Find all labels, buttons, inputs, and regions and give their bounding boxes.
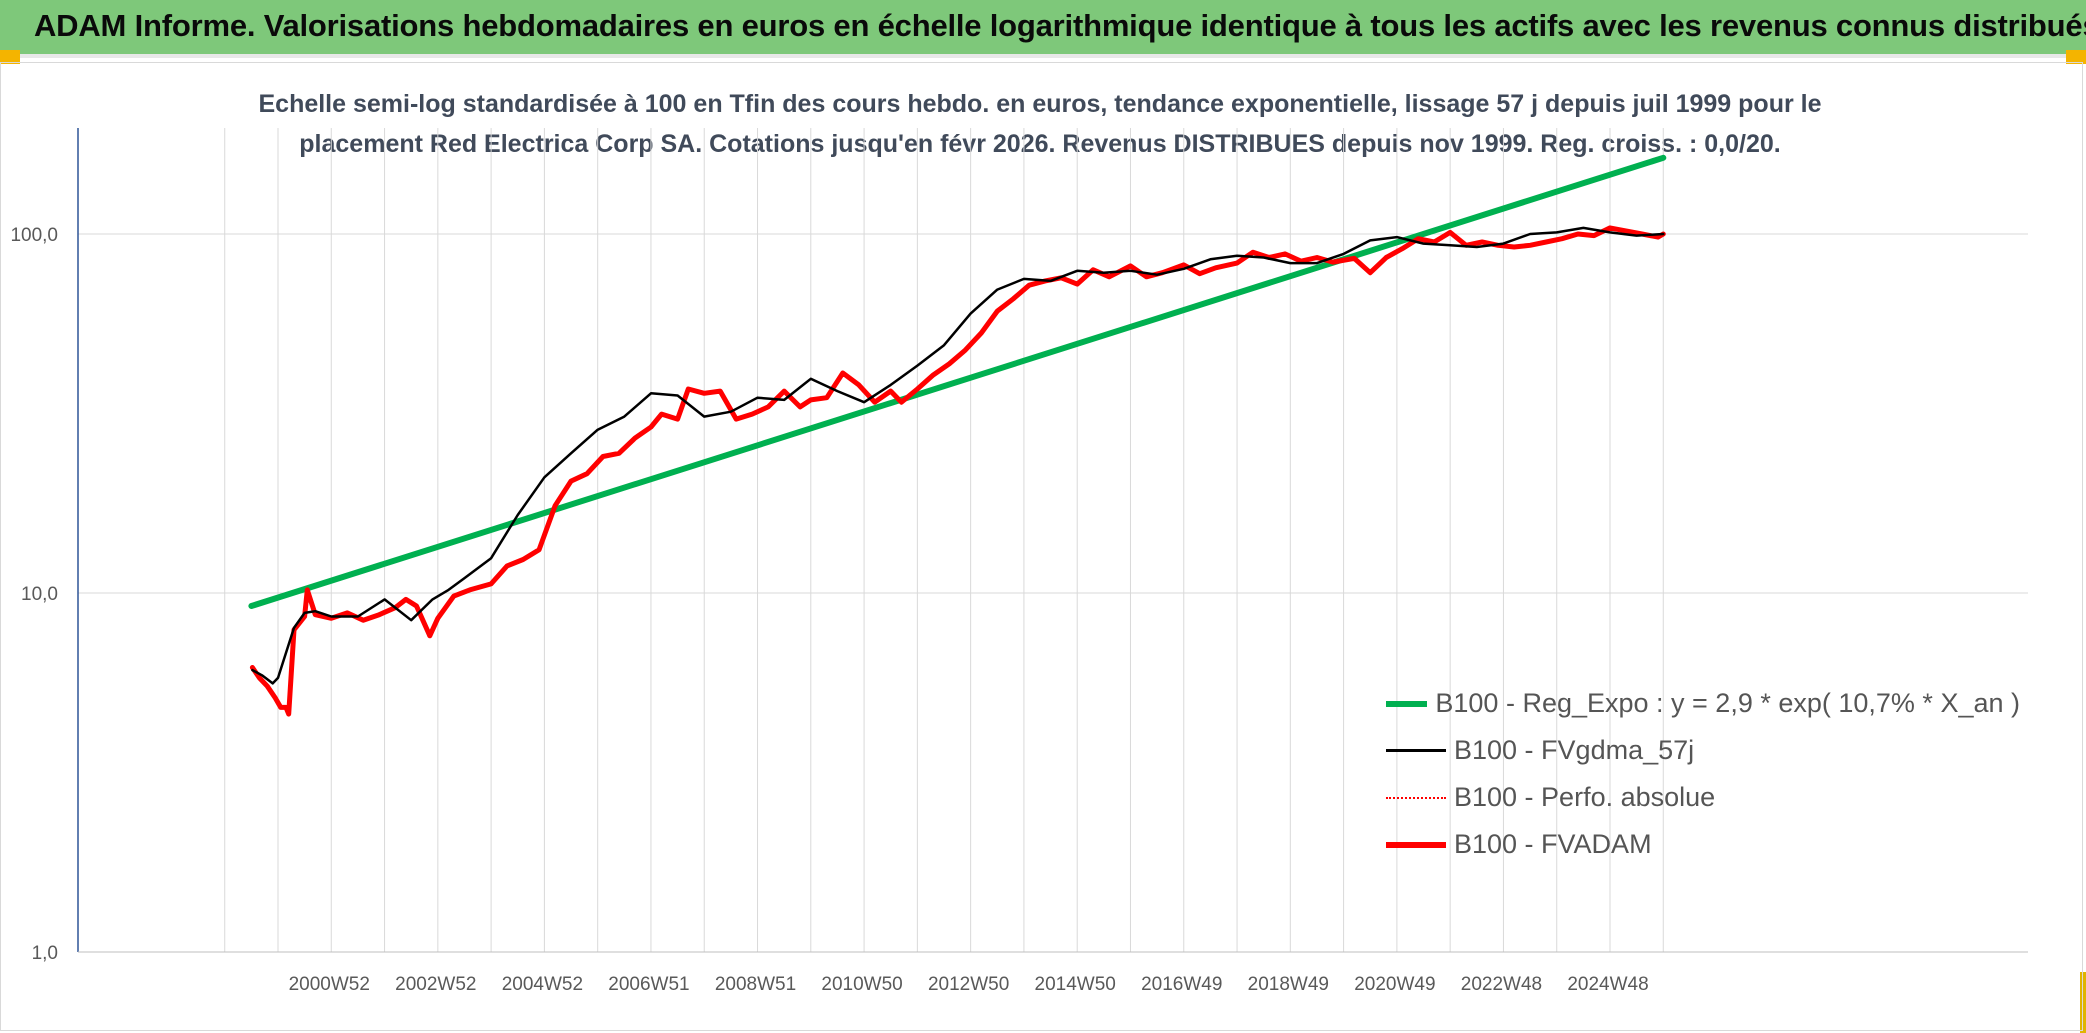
legend-swatch-regression [1386, 700, 1428, 707]
tick-labels: 1,0 10,0 100,0 2000W52 2002W52 2004W52 2006W51… [10, 225, 1648, 995]
legend-label-fvadam: B100 - FVADAM [1454, 829, 1652, 859]
legend-swatch-smoothed [1386, 749, 1446, 752]
x-tick-label: 2002W52 [395, 974, 476, 995]
banner-title: ADAM Informe. Valorisations hebdomadaire… [34, 8, 2086, 43]
legend: B100 - Reg_Expo : y = 2,9 * exp( 10,7% *… [1380, 680, 2020, 868]
y-tick-label: 10,0 [21, 584, 58, 605]
chart-title-line-2: placement Red Electrica Corp SA. Cotatio… [299, 130, 1781, 158]
chart-frame [0, 62, 2083, 1031]
y-tick-label: 1,0 [32, 943, 58, 964]
series-line-fvadam [249, 225, 1666, 717]
x-tick-label: 2022W48 [1461, 974, 1542, 995]
legend-label-regression: B100 - Reg_Expo : y = 2,9 * exp( 10,7% *… [1435, 688, 2020, 718]
x-tick-label: 2012W50 [928, 974, 1009, 995]
corner-marker-bottom-right [2080, 972, 2086, 1033]
legend-item-fvadam: B100 - FVADAM [1380, 821, 2020, 868]
corner-marker-top-right [2066, 50, 2086, 64]
x-tick-label: 2000W52 [289, 974, 370, 995]
chart-title-line-1: Echelle semi-log standardisée à 100 en T… [258, 90, 1822, 118]
y-tick-label: 100,0 [10, 225, 58, 246]
legend-item-regression: B100 - Reg_Expo : y = 2,9 * exp( 10,7% *… [1380, 680, 2020, 727]
legend-item-perf-absolue: B100 - Perfo. absolue [1380, 774, 2020, 821]
grid [78, 128, 2028, 953]
x-tick-label: 2006W51 [608, 974, 689, 995]
series-line-smoothed [251, 226, 1665, 685]
chart-title: Echelle semi-log standardisée à 100 en T… [230, 84, 1850, 164]
x-tick-label: 2016W49 [1141, 974, 1222, 995]
x-tick-label: 2020W49 [1354, 974, 1435, 995]
legend-label-perf-absolue: B100 - Perfo. absolue [1454, 782, 1716, 812]
banner: ADAM Informe. Valorisations hebdomadaire… [0, 0, 2086, 58]
x-tick-label: 2010W50 [821, 974, 902, 995]
x-tick-label: 2018W49 [1248, 974, 1329, 995]
corner-marker-top-left [0, 50, 20, 64]
x-tick-label: 2008W51 [715, 974, 796, 995]
legend-label-smoothed: B100 - FVgdma_57j [1454, 735, 1695, 765]
legend-item-smoothed: B100 - FVgdma_57j [1380, 727, 2020, 774]
x-tick-label: 2024W48 [1567, 974, 1648, 995]
axes [77, 128, 2028, 953]
series-line-regression [248, 154, 1667, 609]
legend-swatch-fvadam [1386, 841, 1446, 848]
legend-swatch-perf-absolue [1386, 796, 1446, 799]
x-tick-label: 2004W52 [502, 974, 583, 995]
series-layer [248, 154, 1667, 717]
x-tick-label: 2014W50 [1035, 974, 1116, 995]
